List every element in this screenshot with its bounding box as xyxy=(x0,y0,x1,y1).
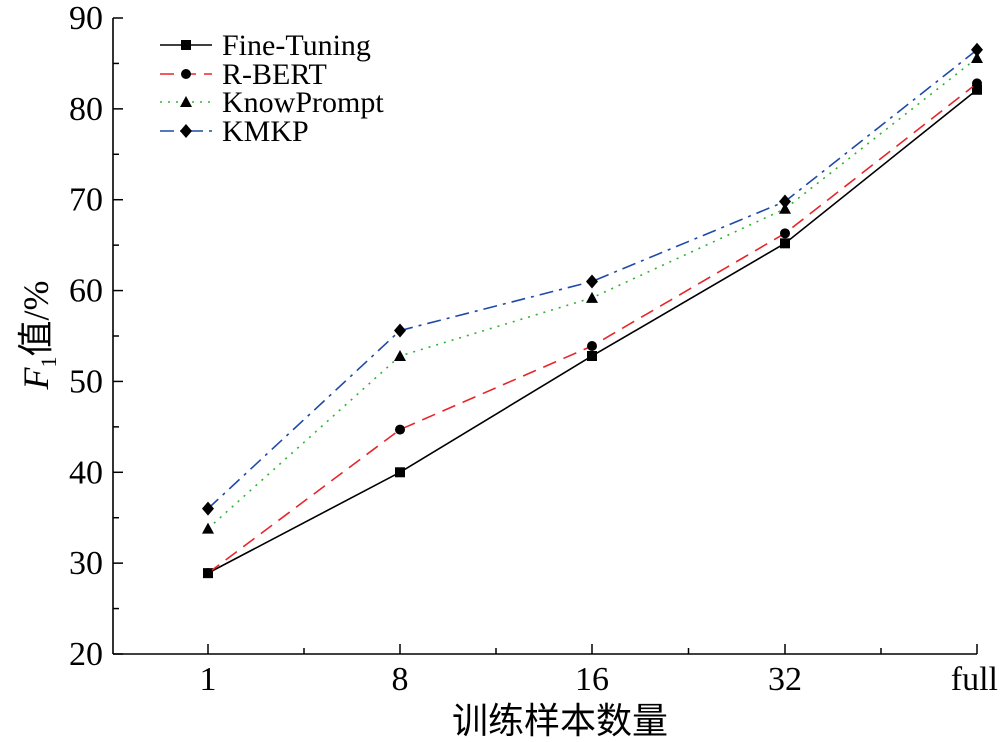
series-line-kmkp xyxy=(207,49,978,510)
x-tick-label: 16 xyxy=(575,661,609,698)
series-line-knowprompt xyxy=(207,57,978,530)
y-axis-title-subscript: 1 xyxy=(36,357,61,368)
y-axis-title: F1值/% xyxy=(16,281,61,391)
series-kmkp xyxy=(202,42,983,516)
series-line-fine-tuning xyxy=(207,89,978,574)
series-knowprompt xyxy=(202,51,983,534)
x-tick-label: 1 xyxy=(200,661,217,698)
series-r-bert xyxy=(203,78,982,579)
data-point-knowprompt xyxy=(971,51,983,63)
data-point-fine-tuning xyxy=(587,350,597,361)
data-point-kmkp xyxy=(202,501,214,516)
y-tick-label: 70 xyxy=(69,182,103,219)
data-point-fine-tuning xyxy=(395,467,405,478)
x-tick-label: full xyxy=(951,661,998,698)
axes: 20 30 40 50 60 70 80 90 1 8 16 32 full xyxy=(69,0,998,698)
series-line-r-bert xyxy=(207,82,978,574)
data-point-fine-tuning xyxy=(780,238,790,249)
y-axis-title-rest: 值/% xyxy=(16,281,56,357)
y-tick-label: 60 xyxy=(69,273,103,310)
data-point-knowprompt xyxy=(394,349,406,361)
data-point-kmkp xyxy=(394,323,406,338)
series-fine-tuning xyxy=(203,84,982,579)
data-point-r-bert xyxy=(780,228,790,239)
data-point-kmkp xyxy=(586,274,598,289)
series-layer xyxy=(202,42,983,579)
y-tick-label: 90 xyxy=(69,0,103,37)
y-tick-label: 30 xyxy=(69,545,103,582)
data-point-knowprompt xyxy=(202,522,214,534)
legend-label-kmkp: KMKP xyxy=(222,115,309,148)
legend-marker-fine-tuning xyxy=(181,40,191,50)
data-point-fine-tuning xyxy=(972,84,982,95)
y-tick-label: 20 xyxy=(69,636,103,673)
data-point-r-bert xyxy=(972,78,982,89)
x-tick-label: 8 xyxy=(392,661,409,698)
data-point-kmkp xyxy=(971,42,983,57)
y-tick-label: 80 xyxy=(69,91,103,128)
legend-marker-knowprompt xyxy=(180,96,192,107)
legend-marker-r-bert xyxy=(181,69,191,79)
y-tick-label: 40 xyxy=(69,454,103,491)
data-point-kmkp xyxy=(779,194,791,209)
legend-label-fine-tuning: Fine-Tuning xyxy=(222,29,371,62)
legend-label-r-bert: R-BERT xyxy=(222,58,327,91)
data-point-knowprompt xyxy=(586,291,598,303)
y-tick-label: 50 xyxy=(69,363,103,400)
x-axis-title: 训练样本数量 xyxy=(452,701,668,741)
legend-label-knowprompt: KnowPrompt xyxy=(222,86,384,119)
y-axis-title-main: F xyxy=(16,367,56,391)
data-point-r-bert xyxy=(203,568,213,579)
x-tick-label: 32 xyxy=(768,661,802,698)
data-point-r-bert xyxy=(587,340,597,351)
legend-marker-kmkp xyxy=(180,124,192,138)
data-point-r-bert xyxy=(395,424,405,435)
